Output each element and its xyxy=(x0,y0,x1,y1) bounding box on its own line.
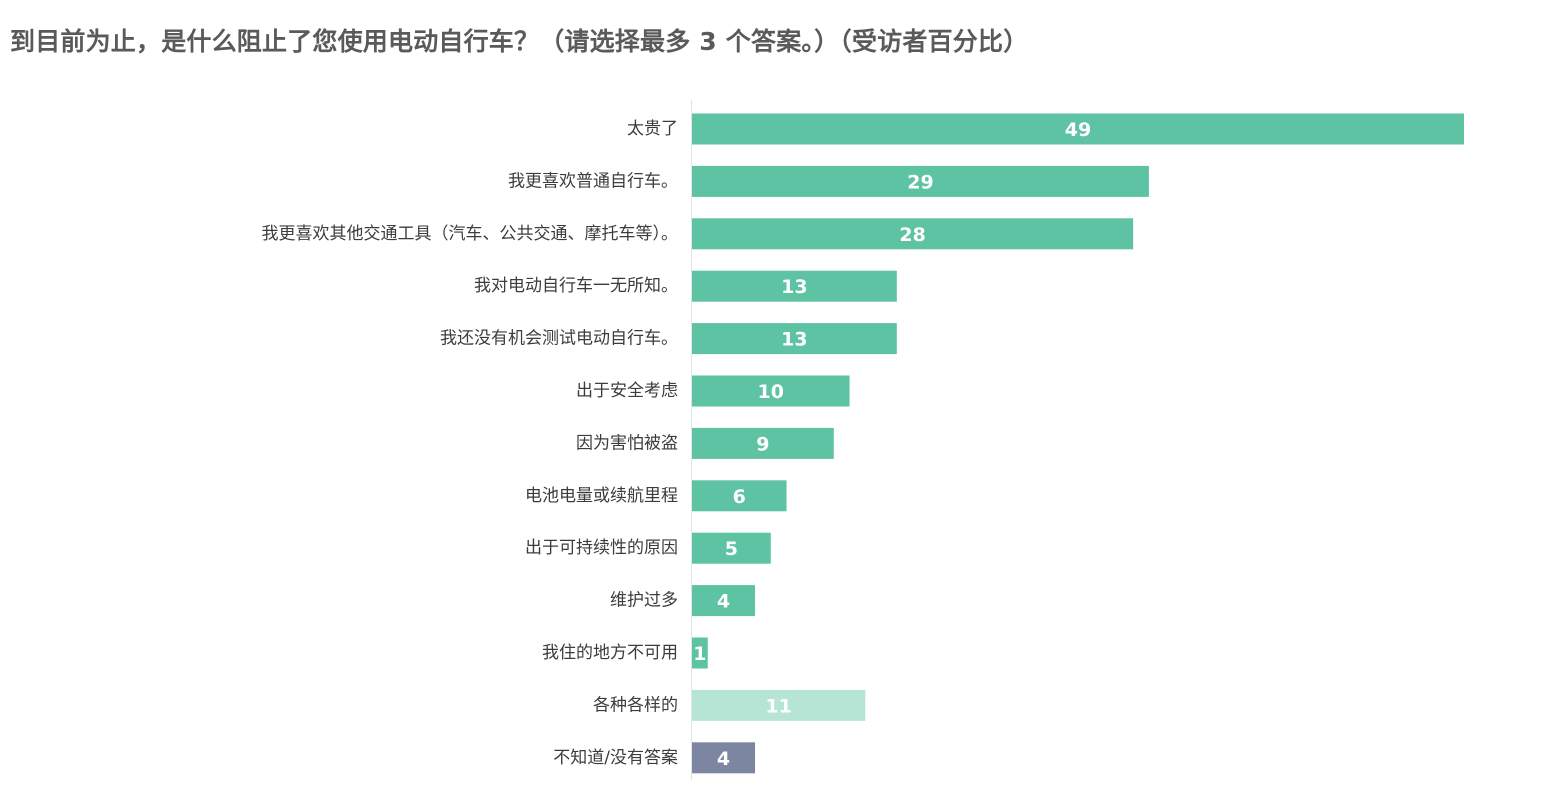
bar-4 xyxy=(692,323,897,355)
category-label-1: 我更喜欢普通自行车。 xyxy=(508,171,678,191)
bar-5 xyxy=(692,375,850,407)
bar-6 xyxy=(692,427,834,459)
category-label-3: 我对电动自行车一无所知。 xyxy=(474,276,678,296)
bar-2 xyxy=(692,218,1134,250)
value-label-3: 13 xyxy=(781,276,807,298)
value-label-7: 6 xyxy=(733,486,746,508)
value-label-4: 13 xyxy=(781,329,807,351)
bar-11 xyxy=(692,689,866,721)
chart-title: 到目前为止，是什么阻止了您使用电动自行车？（请选择最多 3 个答案。）（受访者百… xyxy=(10,27,1029,56)
value-label-5: 10 xyxy=(758,381,784,403)
bar-12 xyxy=(692,742,756,774)
category-label-7: 电池电量或续航里程 xyxy=(525,486,678,506)
bar-0 xyxy=(692,113,1464,145)
category-label-10: 我住的地方不可用 xyxy=(542,643,678,663)
category-label-4: 我还没有机会测试电动自行车。 xyxy=(440,329,678,349)
bar-1 xyxy=(692,165,1149,197)
category-labels-group: 太贵了我更喜欢普通自行车。我更喜欢其他交通工具（汽车、公共交通、摩托车等）。我对… xyxy=(262,119,679,768)
category-label-0: 太贵了 xyxy=(627,119,678,139)
value-label-12: 4 xyxy=(717,748,730,770)
value-label-11: 11 xyxy=(765,695,791,717)
bar-3 xyxy=(692,270,897,302)
value-label-1: 29 xyxy=(907,171,933,193)
value-label-8: 5 xyxy=(725,538,738,560)
category-label-6: 因为害怕被盗 xyxy=(576,433,678,453)
value-label-10: 1 xyxy=(693,643,706,665)
bar-9 xyxy=(692,585,756,617)
value-label-0: 49 xyxy=(1065,119,1091,141)
value-label-2: 28 xyxy=(899,224,925,246)
bars-group xyxy=(692,113,1464,774)
category-label-8: 出于可持续性的原因 xyxy=(525,538,678,558)
bar-10 xyxy=(692,637,708,669)
bar-8 xyxy=(692,532,771,564)
category-label-2: 我更喜欢其他交通工具（汽车、公共交通、摩托车等）。 xyxy=(262,224,679,244)
category-label-11: 各种各样的 xyxy=(593,695,678,715)
value-label-6: 9 xyxy=(756,433,769,455)
value-label-9: 4 xyxy=(717,591,730,613)
bar-7 xyxy=(692,480,787,512)
category-label-5: 出于安全考虑 xyxy=(576,381,678,401)
category-label-9: 维护过多 xyxy=(610,591,678,611)
category-label-12: 不知道/没有答案 xyxy=(553,748,678,768)
